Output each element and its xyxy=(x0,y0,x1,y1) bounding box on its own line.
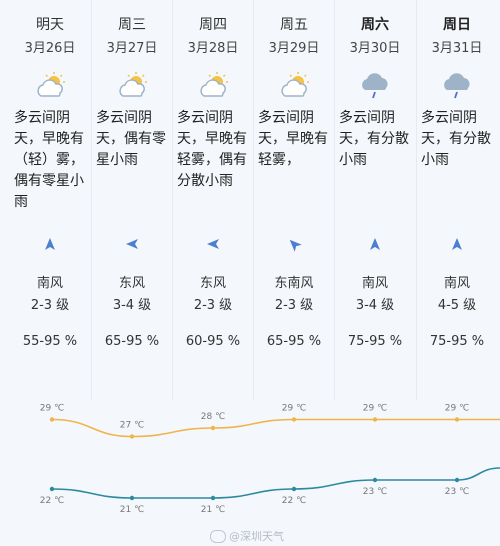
partly-cloudy-icon xyxy=(34,70,68,104)
low-temperature-label: 22 ℃ xyxy=(282,496,306,506)
high-temperature-label: 29 ℃ xyxy=(40,404,64,414)
partly-cloudy-icon xyxy=(197,70,231,104)
high-temperature-point xyxy=(49,417,55,422)
high-temperature-label: 29 ℃ xyxy=(282,404,306,414)
wind-direction: 南风 xyxy=(36,276,63,291)
column-divider xyxy=(253,0,254,400)
date-label: 3月28日 xyxy=(187,41,239,56)
low-temperature-point xyxy=(210,495,216,501)
low-temperature-label: 23 ℃ xyxy=(445,487,469,497)
column-divider xyxy=(416,0,417,400)
humidity: 75-95 % xyxy=(429,334,485,349)
low-temperature-point xyxy=(372,477,378,483)
date-label: 3月27日 xyxy=(106,41,158,56)
low-temperature-point xyxy=(129,495,135,501)
low-temperature-line xyxy=(51,467,500,499)
rain-cloud-icon xyxy=(441,70,475,104)
high-temperature-label: 29 ℃ xyxy=(445,404,469,414)
forecast-day-column: 周日 3月31日多云间阴天，有分散小雨南风 4-5 级 75-95 % xyxy=(417,0,497,400)
high-temperature-point xyxy=(291,417,297,422)
forecast-day-column: 周三 3月27日多云间阴天，偶有零星小雨东风 3-4 级 65-95 % xyxy=(92,0,172,400)
wind-direction: 南风 xyxy=(443,276,470,291)
weather-description: 多云间阴天，早晚有（轻）雾，偶有零星小雨 xyxy=(14,110,84,210)
forecast-day-column: 周六 3月30日多云间阴天，有分散小雨南风 3-4 级 75-95 % xyxy=(335,0,415,400)
weather-description: 多云间阴天，偶有零星小雨 xyxy=(96,110,166,168)
humidity: 55-95 % xyxy=(22,334,78,349)
wind-direction: 南风 xyxy=(361,276,388,291)
day-label: 周三 xyxy=(118,17,146,33)
wind-level: 2-3 级 xyxy=(193,298,233,313)
partly-cloudy-icon xyxy=(116,70,150,104)
wind-level: 2-3 级 xyxy=(30,298,70,313)
column-divider xyxy=(91,0,92,400)
date-label: 3月31日 xyxy=(431,41,483,56)
high-temperature-point xyxy=(129,434,135,439)
weather-description: 多云间阴天，早晚有轻雾， xyxy=(258,110,328,168)
watermark-text: @深圳天气 xyxy=(229,530,284,543)
wind-direction-arrow-up-icon xyxy=(367,236,383,252)
high-temperature-point xyxy=(210,425,216,431)
day-label: 周五 xyxy=(280,17,308,33)
day-label: 周六 xyxy=(361,17,389,33)
wind-direction: 东风 xyxy=(199,276,226,291)
low-temperature-point xyxy=(291,486,297,492)
wind-direction-arrow-up-icon xyxy=(449,236,465,252)
weather-description: 多云间阴天，有分散小雨 xyxy=(339,110,409,168)
humidity: 65-95 % xyxy=(104,334,160,349)
forecast-day-column: 周四 3月28日多云间阴天，早晚有轻雾，偶有分散小雨东风 2-3 级 60-95 % xyxy=(173,0,253,400)
weather-description: 多云间阴天，早晚有轻雾，偶有分散小雨 xyxy=(177,110,247,189)
high-temperature-point xyxy=(454,417,460,422)
wind-level: 3-4 级 xyxy=(355,298,395,313)
day-label: 周日 xyxy=(443,17,471,33)
weibo-logo-icon xyxy=(210,529,226,543)
low-temperature-point xyxy=(454,477,460,483)
date-label: 3月29日 xyxy=(268,41,320,56)
forecast-day-column: 周五 3月29日多云间阴天，早晚有轻雾， 东南风 2-3 级 65-95 % xyxy=(254,0,334,400)
watermark: @深圳天气 xyxy=(210,528,284,544)
humidity: 75-95 % xyxy=(347,334,403,349)
high-temperature-label: 28 ℃ xyxy=(201,412,225,422)
low-temperature-point xyxy=(49,486,55,492)
low-temperature-label: 21 ℃ xyxy=(201,505,225,515)
wind-direction: 东南风 xyxy=(274,276,314,291)
partly-cloudy-icon xyxy=(278,70,312,104)
low-temperature-label: 22 ℃ xyxy=(40,496,64,506)
humidity: 60-95 % xyxy=(185,334,241,349)
date-label: 3月26日 xyxy=(24,41,76,56)
humidity: 65-95 % xyxy=(266,334,322,349)
date-label: 3月30日 xyxy=(349,41,401,56)
wind-direction-arrow-up-icon xyxy=(42,236,58,252)
wind-direction-arrow-left-icon xyxy=(205,236,221,252)
low-temperature-label: 23 ℃ xyxy=(363,487,387,497)
day-label: 明天 xyxy=(36,17,64,33)
high-temperature-label: 27 ℃ xyxy=(120,421,144,431)
column-divider xyxy=(334,0,335,400)
column-divider xyxy=(172,0,173,400)
high-temperature-point xyxy=(372,417,378,422)
rain-cloud-icon xyxy=(359,70,393,104)
weather-description: 多云间阴天，有分散小雨 xyxy=(421,110,491,168)
wind-level: 4-5 级 xyxy=(437,298,477,313)
forecast-day-column: 明天 3月26日多云间阴天，早晚有（轻）雾，偶有零星小雨南风 2-3 级 55-95 … xyxy=(10,0,90,400)
wind-direction-arrow-up-left-icon xyxy=(286,236,302,252)
wind-direction-arrow-left-icon xyxy=(124,236,140,252)
wind-level: 2-3 级 xyxy=(274,298,314,313)
wind-level: 3-4 级 xyxy=(112,298,152,313)
high-temperature-label: 29 ℃ xyxy=(363,404,387,414)
wind-direction: 东风 xyxy=(118,276,145,291)
day-label: 周四 xyxy=(199,17,227,33)
low-temperature-label: 21 ℃ xyxy=(120,505,144,515)
